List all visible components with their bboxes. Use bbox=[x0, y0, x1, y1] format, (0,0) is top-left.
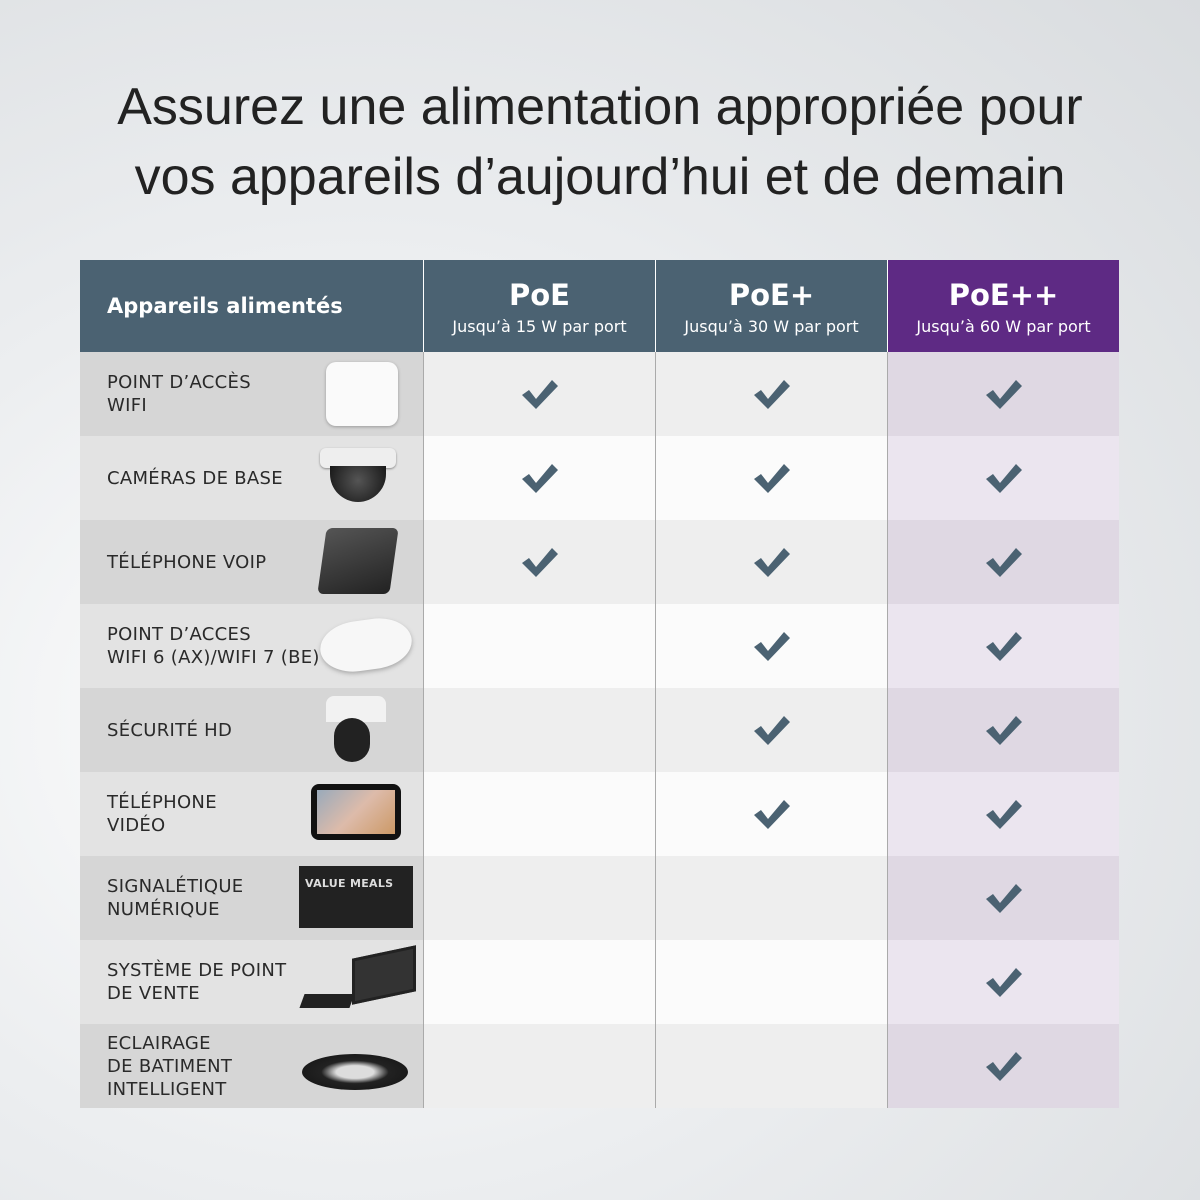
column-name: PoE++ bbox=[948, 277, 1059, 312]
check-icon bbox=[753, 380, 790, 409]
check-icon bbox=[521, 380, 558, 409]
support-cell bbox=[887, 1024, 1119, 1108]
table-row: POINT D’ACCES WIFI 6 (AX)/WIFI 7 (BE) bbox=[80, 604, 1120, 688]
table-row: SYSTÈME DE POINT DE VENTE bbox=[80, 940, 1120, 1024]
header-poe-plus-plus: PoE++ Jusqu’à 60 W par port bbox=[887, 260, 1119, 352]
title-line-1: Assurez une alimentation appropriée pour bbox=[117, 78, 1083, 136]
check-icon bbox=[521, 548, 558, 577]
poe-comparison-table: Appareils alimentés PoE Jusqu’à 15 W par… bbox=[80, 260, 1120, 1108]
support-cell bbox=[655, 436, 887, 520]
support-cell bbox=[655, 604, 887, 688]
check-icon bbox=[985, 548, 1022, 577]
support-cell bbox=[655, 520, 887, 604]
check-icon bbox=[753, 800, 790, 829]
table-row: SIGNALÉTIQUE NUMÉRIQUE VALUE MEALS bbox=[80, 856, 1120, 940]
table-row: POINT D’ACCÈS WIFI bbox=[80, 352, 1120, 436]
title-line-2: vos appareils d’aujourd’hui et de demain bbox=[134, 148, 1066, 206]
column-sub: Jusqu’à 30 W par port bbox=[684, 316, 859, 336]
check-icon bbox=[985, 1052, 1022, 1081]
support-cell bbox=[655, 772, 887, 856]
check-icon bbox=[753, 548, 790, 577]
support-cell bbox=[423, 352, 655, 436]
device-label: CAMÉRAS DE BASE bbox=[107, 467, 283, 489]
device-label: POINT D’ACCES WIFI 6 (AX)/WIFI 7 (BE) bbox=[107, 624, 320, 668]
support-cell bbox=[423, 772, 655, 856]
table-row: TÉLÉPHONE VOIP bbox=[80, 520, 1120, 604]
header-devices: Appareils alimentés bbox=[80, 260, 423, 352]
support-cell bbox=[655, 688, 887, 772]
device-cell: TÉLÉPHONE VIDÉO bbox=[80, 772, 423, 856]
device-label: POINT D’ACCÈS WIFI bbox=[107, 372, 251, 416]
column-name: PoE bbox=[509, 277, 570, 312]
device-cell: POINT D’ACCÈS WIFI bbox=[80, 352, 423, 436]
support-cell bbox=[887, 856, 1119, 940]
device-label: ECLAIRAGE DE BATIMENT INTELLIGENT bbox=[107, 1032, 233, 1100]
check-icon bbox=[985, 884, 1022, 913]
check-icon bbox=[753, 464, 790, 493]
device-label: SYSTÈME DE POINT DE VENTE bbox=[107, 960, 287, 1004]
check-icon bbox=[985, 800, 1022, 829]
table-row: TÉLÉPHONE VIDÉO bbox=[80, 772, 1120, 856]
check-icon bbox=[985, 632, 1022, 661]
support-cell bbox=[655, 856, 887, 940]
device-cell: SÉCURITÉ HD bbox=[80, 688, 423, 772]
support-cell bbox=[887, 604, 1119, 688]
header-poe-plus: PoE+ Jusqu’à 30 W par port bbox=[655, 260, 887, 352]
support-cell bbox=[887, 772, 1119, 856]
device-label: SÉCURITÉ HD bbox=[107, 719, 233, 741]
support-cell bbox=[887, 352, 1119, 436]
column-sub: Jusqu’à 15 W par port bbox=[452, 316, 627, 336]
column-sub: Jusqu’à 60 W par port bbox=[916, 316, 1091, 336]
table-row: CAMÉRAS DE BASE bbox=[80, 436, 1120, 520]
support-cell bbox=[655, 940, 887, 1024]
device-label: TÉLÉPHONE VIDÉO bbox=[107, 792, 217, 836]
check-icon bbox=[985, 464, 1022, 493]
check-icon bbox=[985, 968, 1022, 997]
device-label: TÉLÉPHONE VOIP bbox=[107, 551, 267, 573]
support-cell bbox=[655, 352, 887, 436]
support-cell bbox=[887, 520, 1119, 604]
signage-screen: VALUE MEALS bbox=[299, 866, 413, 928]
table-row: ECLAIRAGE DE BATIMENT INTELLIGENT bbox=[80, 1024, 1120, 1108]
device-cell: ECLAIRAGE DE BATIMENT INTELLIGENT bbox=[80, 1024, 423, 1108]
support-cell bbox=[423, 940, 655, 1024]
table-row: SÉCURITÉ HD bbox=[80, 688, 1120, 772]
check-icon bbox=[985, 380, 1022, 409]
device-cell: SIGNALÉTIQUE NUMÉRIQUE VALUE MEALS bbox=[80, 856, 423, 940]
device-label: SIGNALÉTIQUE NUMÉRIQUE bbox=[107, 876, 244, 920]
support-cell bbox=[887, 688, 1119, 772]
support-cell bbox=[423, 604, 655, 688]
support-cell bbox=[655, 1024, 887, 1108]
device-cell: SYSTÈME DE POINT DE VENTE bbox=[80, 940, 423, 1024]
table-header: Appareils alimentés PoE Jusqu’à 15 W par… bbox=[80, 260, 1120, 352]
device-cell: POINT D’ACCES WIFI 6 (AX)/WIFI 7 (BE) bbox=[80, 604, 423, 688]
check-icon bbox=[753, 632, 790, 661]
header-poe: PoE Jusqu’à 15 W par port bbox=[423, 260, 655, 352]
device-cell: TÉLÉPHONE VOIP bbox=[80, 520, 423, 604]
support-cell bbox=[423, 1024, 655, 1108]
support-cell bbox=[423, 520, 655, 604]
support-cell bbox=[423, 856, 655, 940]
column-name: PoE+ bbox=[728, 277, 815, 312]
check-icon bbox=[753, 716, 790, 745]
support-cell bbox=[887, 436, 1119, 520]
device-cell: CAMÉRAS DE BASE bbox=[80, 436, 423, 520]
check-icon bbox=[985, 716, 1022, 745]
support-cell bbox=[423, 436, 655, 520]
page-title: Assurez une alimentation appropriée pour… bbox=[0, 72, 1200, 212]
check-icon bbox=[521, 464, 558, 493]
support-cell bbox=[423, 688, 655, 772]
support-cell bbox=[887, 940, 1119, 1024]
